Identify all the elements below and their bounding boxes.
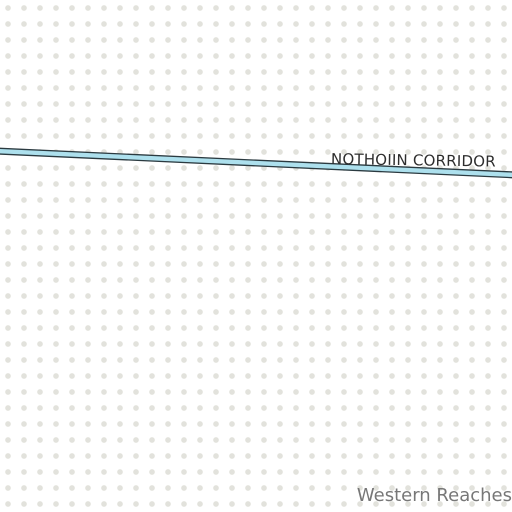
road-label: NOTHOIIN CORRIDOR bbox=[330, 150, 496, 171]
corridor-road[interactable] bbox=[0, 148, 512, 178]
region-label: Western Reaches bbox=[356, 485, 512, 506]
